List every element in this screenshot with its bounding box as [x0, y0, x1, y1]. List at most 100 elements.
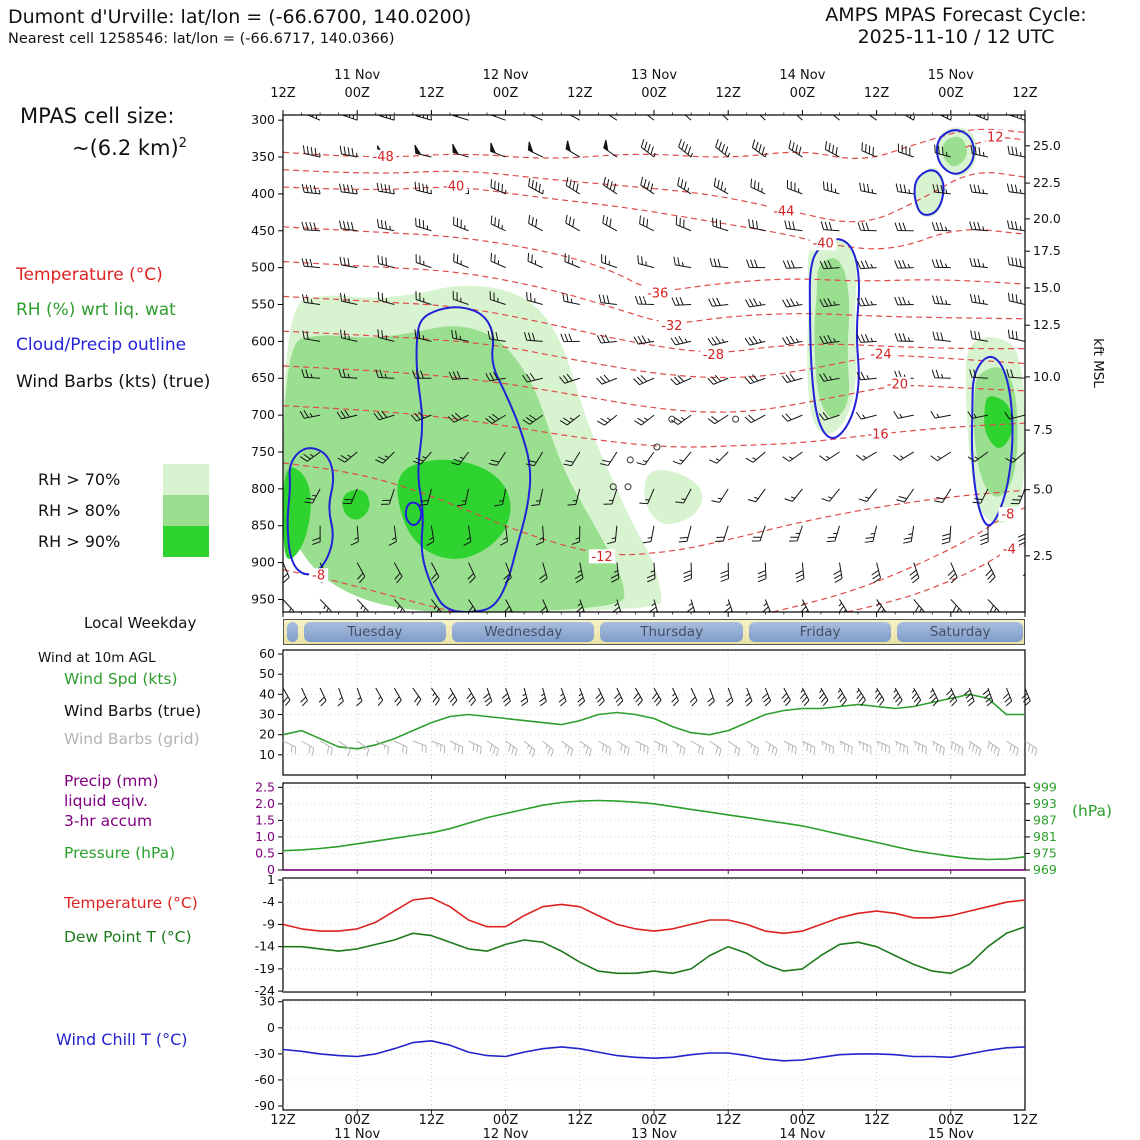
- day-segment-saturday: Saturday: [897, 622, 1023, 642]
- svg-text:20: 20: [259, 727, 275, 742]
- rh90-label: RH > 90%: [38, 532, 121, 551]
- rh70-swatch: [163, 464, 209, 495]
- svg-text:950: 950: [251, 591, 275, 606]
- svg-text:00Z: 00Z: [790, 86, 816, 101]
- rh90-swatch: [163, 526, 209, 557]
- legend-rh: RH (%) wrt liq. wat: [16, 300, 176, 320]
- day-segment-friday: Friday: [748, 622, 892, 642]
- legend-cloud-outline: Cloud/Precip outline: [16, 335, 187, 355]
- svg-text:-30: -30: [255, 1046, 275, 1061]
- svg-text:850: 850: [251, 518, 275, 533]
- forecast-cycle-title: AMPS MPAS Forecast Cycle:: [825, 4, 1087, 26]
- svg-text:14 Nov: 14 Nov: [779, 1127, 825, 1140]
- svg-text:40: 40: [259, 686, 275, 701]
- forecast-cycle-block: AMPS MPAS Forecast Cycle: 2025-11-10 / 1…: [786, 4, 1126, 48]
- svg-text:2.0: 2.0: [255, 796, 275, 811]
- svg-text:-19: -19: [255, 961, 275, 976]
- svg-text:-40: -40: [813, 237, 834, 252]
- wind-spd-label: Wind Spd (kts): [64, 670, 178, 688]
- svg-text:-16: -16: [867, 428, 888, 443]
- svg-text:1.5: 1.5: [255, 812, 275, 827]
- svg-text:00Z: 00Z: [344, 1113, 370, 1128]
- local-weekday-label: Local Weekday: [84, 614, 197, 632]
- svg-text:-36: -36: [647, 286, 668, 301]
- svg-text:999: 999: [1033, 779, 1057, 794]
- nearest-cell-subtitle: Nearest cell 1258546: lat/lon = (-66.671…: [8, 31, 395, 47]
- wind-10m-agl-label: Wind at 10m AGL: [38, 650, 156, 666]
- station-title: Dumont d'Urville: lat/lon = (-66.6700, 1…: [8, 6, 472, 28]
- dew-point-label: Dew Point T (°C): [64, 928, 192, 946]
- svg-text:500: 500: [251, 260, 275, 275]
- svg-text:12Z: 12Z: [715, 86, 741, 101]
- svg-text:-4: -4: [263, 894, 276, 909]
- svg-text:22.5: 22.5: [1033, 175, 1061, 190]
- precip-label-1: Precip (mm): [64, 772, 159, 790]
- svg-text:12Z: 12Z: [1012, 1113, 1038, 1128]
- rh80-swatch: [163, 495, 209, 526]
- surface-wind-barbs-true: [282, 687, 1031, 707]
- cell-size-value: ~(6.2 km): [72, 136, 179, 160]
- day-segment-tuesday: Tuesday: [303, 622, 447, 642]
- temperature-label: Temperature (°C): [64, 894, 198, 912]
- svg-text:-8: -8: [1001, 508, 1014, 523]
- svg-text:12: 12: [987, 130, 1004, 145]
- cell-size-exponent: 2: [178, 136, 187, 151]
- svg-text:350: 350: [251, 149, 275, 164]
- precip-label-3: 3-hr accum: [64, 812, 153, 830]
- svg-text:900: 900: [251, 555, 275, 570]
- svg-text:-20: -20: [887, 377, 908, 392]
- svg-text:1.0: 1.0: [255, 829, 275, 844]
- svg-text:-32: -32: [661, 319, 682, 334]
- svg-text:17.5: 17.5: [1033, 243, 1061, 258]
- svg-text:-60: -60: [255, 1072, 275, 1087]
- svg-text:25.0: 25.0: [1033, 138, 1061, 153]
- surface-wind-barbs-grid: [282, 740, 1038, 758]
- svg-text:-24: -24: [255, 983, 275, 998]
- svg-text:kft MSL: kft MSL: [1090, 338, 1106, 388]
- svg-text:12Z: 12Z: [864, 86, 890, 101]
- precip-label-2: liquid eqiv.: [64, 792, 148, 810]
- svg-text:10: 10: [259, 747, 275, 762]
- svg-text:650: 650: [251, 370, 275, 385]
- svg-text:12Z: 12Z: [419, 86, 445, 101]
- svg-text:12Z: 12Z: [567, 86, 593, 101]
- svg-text:400: 400: [251, 186, 275, 201]
- svg-text:-44: -44: [773, 204, 794, 219]
- wind-barbs-true-label: Wind Barbs (true): [64, 702, 202, 720]
- legend-wind-barbs: Wind Barbs (kts) (true): [16, 372, 211, 392]
- svg-text:700: 700: [251, 407, 275, 422]
- svg-text:12Z: 12Z: [270, 1113, 296, 1128]
- svg-text:7.5: 7.5: [1033, 422, 1053, 437]
- svg-text:15 Nov: 15 Nov: [928, 68, 974, 83]
- svg-text:12Z: 12Z: [419, 1113, 445, 1128]
- svg-text:2.5: 2.5: [255, 779, 275, 794]
- svg-text:11 Nov: 11 Nov: [334, 68, 380, 83]
- svg-text:-8: -8: [312, 569, 325, 584]
- svg-text:1: 1: [267, 872, 275, 887]
- wind-chill-label: Wind Chill T (°C): [56, 1030, 188, 1049]
- svg-text:5.0: 5.0: [1033, 482, 1053, 497]
- svg-text:13 Nov: 13 Nov: [631, 68, 677, 83]
- wind-barbs-grid-label: Wind Barbs (grid): [64, 730, 200, 748]
- svg-text:-40: -40: [443, 180, 464, 195]
- svg-text:0.5: 0.5: [255, 845, 275, 860]
- cell-size-line1: MPAS cell size:: [20, 104, 175, 128]
- svg-text:10.0: 10.0: [1033, 369, 1061, 384]
- legend-temperature: Temperature (°C): [16, 265, 163, 285]
- svg-text:50: 50: [259, 666, 275, 681]
- svg-text:0: 0: [267, 1020, 275, 1035]
- svg-text:300: 300: [251, 112, 275, 127]
- svg-text:600: 600: [251, 333, 275, 348]
- svg-text:30: 30: [259, 994, 275, 1009]
- rh70-label: RH > 70%: [38, 470, 121, 489]
- svg-text:30: 30: [259, 707, 275, 722]
- svg-text:00Z: 00Z: [493, 1113, 519, 1128]
- svg-text:12 Nov: 12 Nov: [483, 1127, 529, 1140]
- svg-text:969: 969: [1033, 862, 1057, 877]
- svg-text:12 Nov: 12 Nov: [483, 68, 529, 83]
- svg-text:987: 987: [1033, 812, 1057, 827]
- svg-text:-90: -90: [255, 1098, 275, 1113]
- cross-section-content: [283, 127, 1025, 612]
- svg-text:-28: -28: [703, 348, 724, 363]
- svg-text:800: 800: [251, 481, 275, 496]
